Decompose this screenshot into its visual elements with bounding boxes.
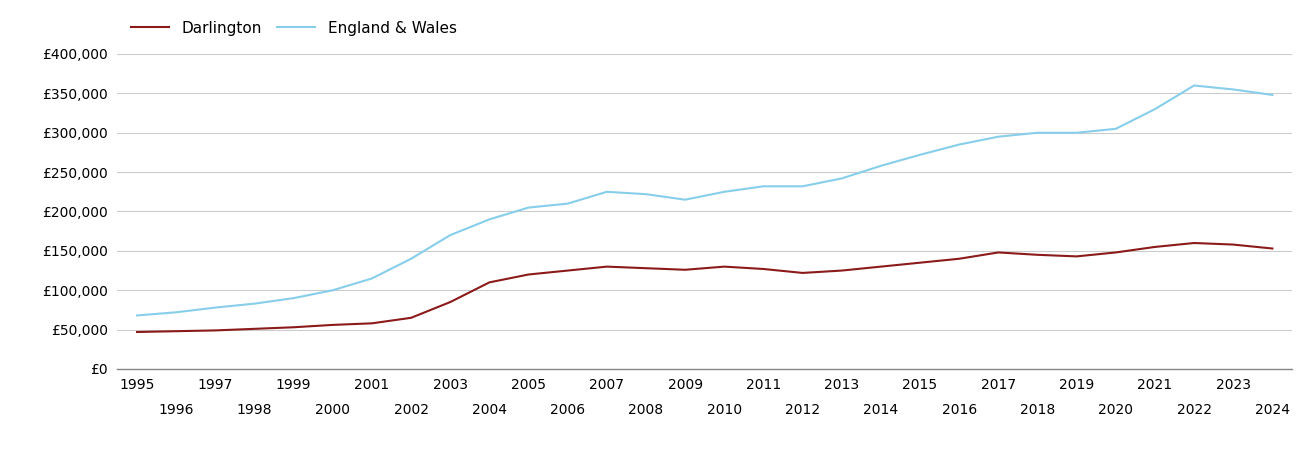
- England & Wales: [1108, 126, 1124, 131]
- England & Wales: [912, 152, 928, 158]
- Darlington: [1147, 244, 1163, 250]
- Darlington: [482, 279, 497, 285]
- England & Wales: [990, 134, 1006, 140]
- England & Wales: [129, 313, 145, 318]
- England & Wales: [364, 276, 380, 281]
- England & Wales: [873, 163, 889, 168]
- Darlington: [442, 299, 458, 305]
- Darlington: [168, 328, 184, 334]
- Darlington: [247, 326, 262, 332]
- Legend: Darlington, England & Wales: Darlington, England & Wales: [125, 14, 463, 41]
- Darlington: [207, 328, 223, 333]
- Darlington: [795, 270, 810, 275]
- England & Wales: [1186, 83, 1202, 88]
- Darlington: [1030, 252, 1045, 257]
- England & Wales: [560, 201, 576, 206]
- Darlington: [756, 266, 771, 272]
- England & Wales: [795, 184, 810, 189]
- England & Wales: [1225, 87, 1241, 92]
- England & Wales: [482, 216, 497, 222]
- England & Wales: [1147, 106, 1163, 112]
- Darlington: [1186, 240, 1202, 246]
- Darlington: [560, 268, 576, 273]
- England & Wales: [1265, 92, 1280, 98]
- Line: England & Wales: England & Wales: [137, 86, 1272, 315]
- Darlington: [873, 264, 889, 269]
- England & Wales: [1069, 130, 1084, 135]
- Darlington: [364, 320, 380, 326]
- England & Wales: [207, 305, 223, 310]
- England & Wales: [325, 288, 341, 293]
- England & Wales: [403, 256, 419, 261]
- Darlington: [286, 324, 301, 330]
- Darlington: [1265, 246, 1280, 251]
- England & Wales: [756, 184, 771, 189]
- Darlington: [403, 315, 419, 320]
- Darlington: [951, 256, 967, 261]
- Darlington: [599, 264, 615, 269]
- Darlington: [716, 264, 732, 269]
- Darlington: [325, 322, 341, 328]
- England & Wales: [834, 176, 850, 181]
- Darlington: [129, 329, 145, 335]
- England & Wales: [442, 232, 458, 238]
- Darlington: [912, 260, 928, 265]
- Darlington: [638, 266, 654, 271]
- England & Wales: [521, 205, 536, 210]
- England & Wales: [677, 197, 693, 202]
- Line: Darlington: Darlington: [137, 243, 1272, 332]
- England & Wales: [951, 142, 967, 147]
- England & Wales: [168, 310, 184, 315]
- England & Wales: [286, 295, 301, 301]
- England & Wales: [247, 301, 262, 306]
- Darlington: [834, 268, 850, 273]
- Darlington: [990, 250, 1006, 255]
- Darlington: [1069, 254, 1084, 259]
- Darlington: [1225, 242, 1241, 247]
- Darlington: [1108, 250, 1124, 255]
- England & Wales: [716, 189, 732, 194]
- England & Wales: [1030, 130, 1045, 135]
- Darlington: [677, 267, 693, 272]
- England & Wales: [599, 189, 615, 194]
- England & Wales: [638, 191, 654, 197]
- Darlington: [521, 272, 536, 277]
